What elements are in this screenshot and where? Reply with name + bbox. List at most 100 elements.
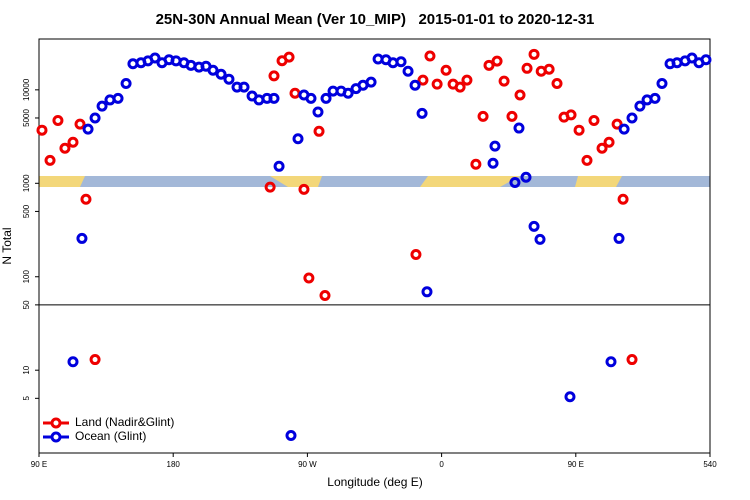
point xyxy=(303,272,315,284)
point xyxy=(74,118,86,130)
point xyxy=(543,63,555,75)
point xyxy=(431,78,443,90)
point xyxy=(603,136,615,148)
point xyxy=(700,54,712,66)
plot-frame xyxy=(38,38,711,454)
point xyxy=(89,354,101,366)
point xyxy=(424,50,436,62)
point xyxy=(292,133,304,145)
point xyxy=(268,92,280,104)
map-strip xyxy=(39,176,710,187)
chart-title: 25N-30N Annual Mean (Ver 10_MIP) 2015-01… xyxy=(156,11,595,28)
point xyxy=(626,112,638,124)
point xyxy=(82,123,94,135)
point xyxy=(656,77,668,89)
point xyxy=(36,124,48,136)
point xyxy=(613,232,625,244)
point xyxy=(551,77,563,89)
point xyxy=(454,81,466,93)
point xyxy=(498,75,510,87)
x-axis-label: Longitude (deg E) xyxy=(327,475,422,489)
x-tick-label: 90 E xyxy=(31,460,47,469)
y-tick-label: 50 xyxy=(22,300,31,309)
point xyxy=(395,56,407,68)
point xyxy=(521,62,533,74)
point xyxy=(112,92,124,104)
point xyxy=(565,109,577,121)
point xyxy=(67,136,79,148)
point xyxy=(581,154,593,166)
point xyxy=(410,249,422,261)
point xyxy=(564,391,576,403)
point xyxy=(342,87,354,99)
x-tick-label: 0 xyxy=(439,460,444,469)
point xyxy=(305,92,317,104)
y-axis-label: N Total xyxy=(0,227,14,264)
y-tick-label: 500 xyxy=(22,204,31,218)
point xyxy=(264,181,276,193)
point xyxy=(617,193,629,205)
point xyxy=(320,92,332,104)
point xyxy=(509,176,521,188)
point xyxy=(268,70,280,82)
point xyxy=(207,64,219,76)
x-tick-label: 540 xyxy=(703,460,717,469)
point xyxy=(52,114,64,126)
legend-label: Ocean (Glint) xyxy=(75,429,146,443)
point xyxy=(298,183,310,195)
point xyxy=(461,74,473,86)
point xyxy=(506,110,518,122)
legend: Land (Nadir&Glint)Ocean (Glint) xyxy=(43,415,174,443)
point xyxy=(421,286,433,298)
point xyxy=(513,122,525,134)
y-tick-label: 10000 xyxy=(22,78,31,101)
point xyxy=(626,354,638,366)
point xyxy=(402,65,414,77)
point xyxy=(149,52,161,64)
point xyxy=(487,157,499,169)
point xyxy=(273,160,285,172)
y-tick-label: 100 xyxy=(22,270,31,284)
legend-marker xyxy=(50,431,62,443)
point xyxy=(489,140,501,152)
y-tick-label: 5000 xyxy=(22,109,31,127)
x-tick-label: 90 W xyxy=(298,460,317,469)
y-tick-label: 5 xyxy=(22,396,31,401)
point xyxy=(365,76,377,88)
legend-label: Land (Nadir&Glint) xyxy=(75,415,174,429)
point xyxy=(313,125,325,137)
point xyxy=(611,118,623,130)
point xyxy=(416,107,428,119)
point xyxy=(649,92,661,104)
y-tick-label: 1000 xyxy=(22,174,31,192)
point xyxy=(618,123,630,135)
point xyxy=(573,124,585,136)
point xyxy=(417,74,429,86)
point xyxy=(215,68,227,80)
x-tick-label: 180 xyxy=(167,460,181,469)
point xyxy=(528,220,540,232)
point xyxy=(312,106,324,118)
point xyxy=(470,158,482,170)
point xyxy=(96,100,108,112)
point xyxy=(319,289,331,301)
point xyxy=(44,154,56,166)
point xyxy=(238,81,250,93)
point xyxy=(588,114,600,126)
point xyxy=(528,48,540,60)
point xyxy=(483,59,495,71)
point xyxy=(605,356,617,368)
point xyxy=(67,356,79,368)
point xyxy=(59,142,71,154)
point xyxy=(440,64,452,76)
point xyxy=(89,112,101,124)
point xyxy=(76,232,88,244)
point xyxy=(491,55,503,67)
point xyxy=(634,100,646,112)
point xyxy=(514,89,526,101)
point xyxy=(283,51,295,63)
point xyxy=(520,171,532,183)
point xyxy=(686,52,698,64)
point xyxy=(223,73,235,85)
